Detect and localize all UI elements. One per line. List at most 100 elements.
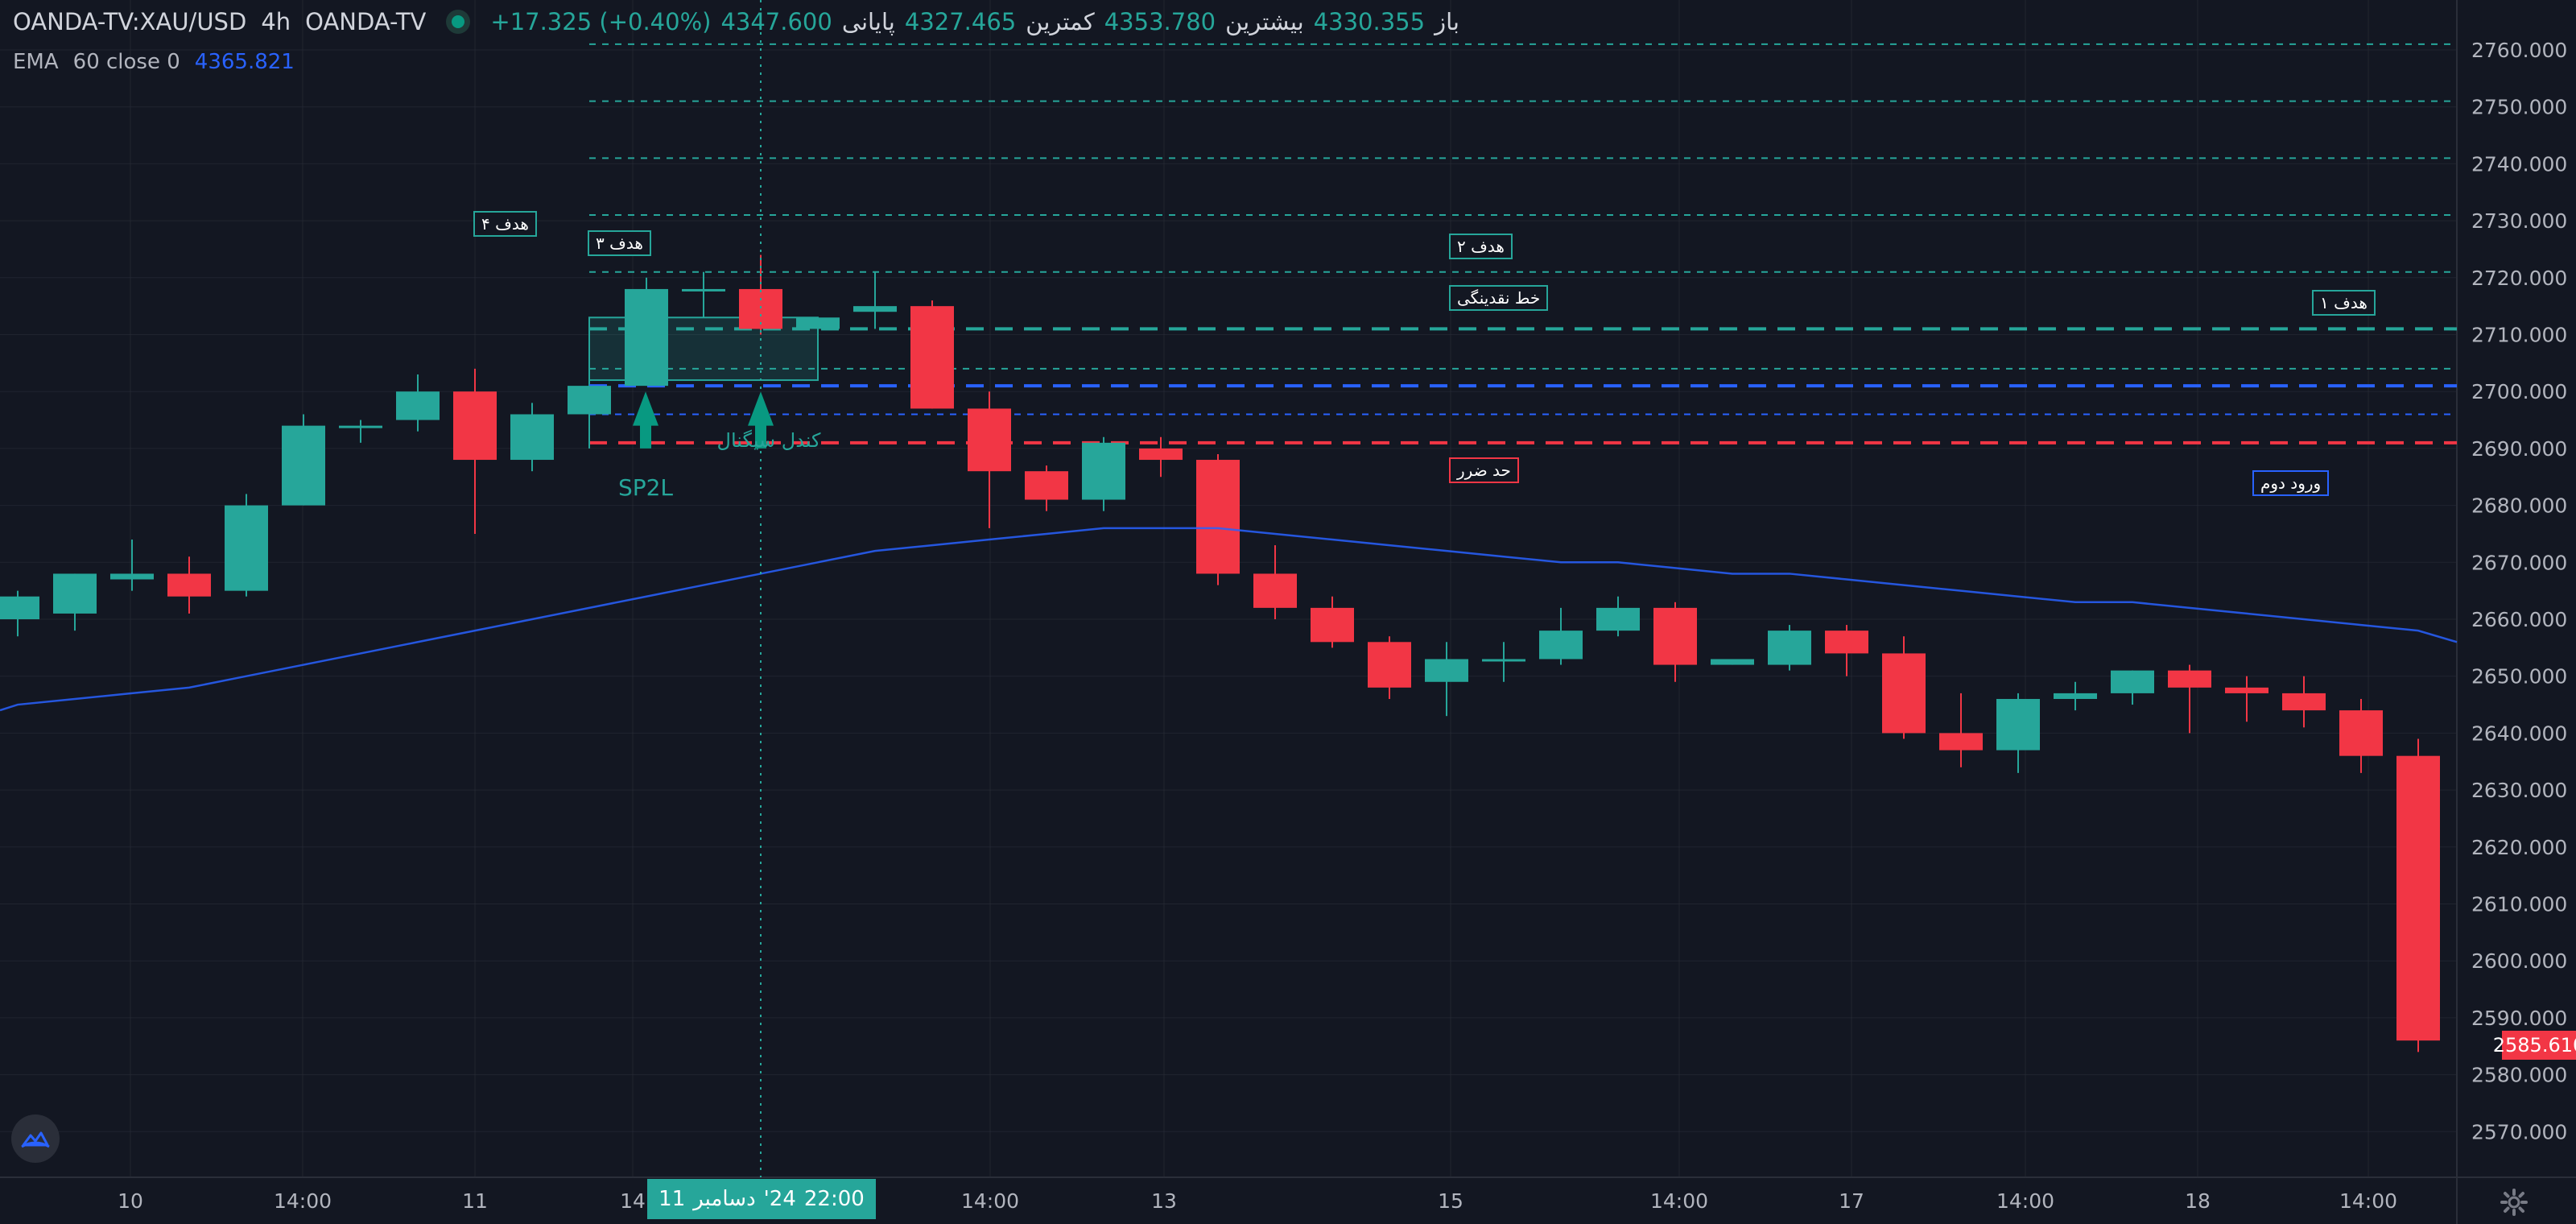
high-value: 4353.780 [1104, 8, 1216, 35]
price-tick-label: 2680.000 [2471, 494, 2567, 518]
price-tick-label: 2730.000 [2471, 209, 2567, 233]
time-tick-label: 14 [620, 1189, 646, 1213]
crosshair-year: '24 [763, 1187, 796, 1211]
ema-name: EMA [13, 50, 59, 74]
high-label: بیشترین [1225, 8, 1304, 35]
candle-bearish[interactable] [453, 391, 497, 461]
candle-bearish[interactable] [1882, 653, 1926, 734]
target-2-label[interactable]: هدف ۲ [1449, 234, 1513, 259]
price-tick-label: 2750.000 [2471, 96, 2567, 119]
sp2l-label: SP2L [618, 474, 673, 501]
price-tick-label: 2640.000 [2471, 722, 2567, 745]
candle-bearish[interactable] [2339, 710, 2383, 756]
signal-arrow-up-icon [748, 391, 774, 449]
candle-bullish[interactable] [568, 386, 611, 415]
candle-bearish[interactable] [2168, 670, 2211, 688]
candle-bullish[interactable] [225, 505, 268, 591]
price-tick-label: 2720.000 [2471, 267, 2567, 290]
candle-bearish[interactable] [1253, 573, 1297, 608]
open-value: 4330.355 [1313, 8, 1426, 35]
candle-bullish[interactable] [1082, 442, 1125, 500]
candle-bullish[interactable] [2111, 670, 2154, 693]
second-entry-label[interactable]: ورود دوم [2252, 470, 2330, 496]
candle-bullish[interactable] [1596, 607, 1640, 631]
candle-bullish[interactable] [1768, 631, 1811, 665]
candle-bullish[interactable] [510, 414, 554, 461]
time-tick-label: 10 [118, 1189, 143, 1213]
price-tick-label: 2760.000 [2471, 39, 2567, 62]
target-3-label[interactable]: هدف ۳ [588, 230, 651, 256]
candle-bearish[interactable] [2282, 693, 2326, 711]
time-tick-label: 13 [1151, 1189, 1177, 1213]
signal-zone-box[interactable] [588, 316, 819, 382]
stop-loss-label[interactable]: حد ضرر [1449, 457, 1519, 483]
ema-legend[interactable]: EMA 60 close 0 4365.821 [13, 50, 295, 74]
crosshair-day: 11 [658, 1187, 686, 1211]
candle-bullish[interactable] [1482, 659, 1525, 662]
candle-bullish[interactable] [625, 288, 668, 387]
candle-bullish[interactable] [853, 306, 897, 312]
candle-bullish[interactable] [396, 391, 440, 420]
price-tick-label: 2590.000 [2471, 1007, 2567, 1030]
price-tick-label: 2620.000 [2471, 836, 2567, 859]
open-label: باز [1435, 8, 1459, 35]
symbol-name[interactable]: OANDA-TV:XAU/USD [13, 8, 247, 35]
data-source: OANDA-TV [305, 8, 427, 35]
crosshair-time: 22:00 [803, 1187, 865, 1211]
price-tick-label: 2650.000 [2471, 665, 2567, 688]
crosshair-time-badge: 11 دسامبر '24 22:00 [647, 1179, 876, 1219]
time-tick-label: 14:00 [1650, 1189, 1708, 1213]
low-label: کمترین [1026, 8, 1095, 35]
candle-bearish[interactable] [1939, 733, 1983, 751]
candle-bearish[interactable] [1025, 471, 1068, 500]
cloud-icon [21, 1131, 50, 1148]
candle-bullish[interactable] [0, 596, 39, 619]
candle-bullish[interactable] [796, 317, 840, 329]
liquidity-line-label[interactable]: خط نقدینگی [1449, 285, 1549, 311]
candle-bullish[interactable] [282, 425, 325, 506]
symbol-header: OANDA-TV:XAU/USD 4h OANDA-TV باز 4330.35… [13, 8, 1459, 35]
target-1-label[interactable]: هدف ۱ [2312, 290, 2376, 316]
crosshair-month: دسامبر [693, 1187, 756, 1211]
candle-bearish[interactable] [1825, 631, 1868, 654]
candle-bearish[interactable] [1311, 607, 1354, 643]
target-4-label[interactable]: هدف ۴ [473, 211, 537, 237]
price-tick-label: 2610.000 [2471, 893, 2567, 916]
candle-bullish[interactable] [1539, 631, 1583, 660]
candle-bearish[interactable] [1196, 460, 1240, 574]
price-tick-label: 2580.000 [2471, 1064, 2567, 1087]
candle-bearish[interactable] [1368, 642, 1411, 688]
signal-candle-label: کندل سیگنال [717, 429, 822, 452]
candle-bullish[interactable] [1711, 659, 1754, 665]
interval-label[interactable]: 4h [261, 8, 291, 35]
candle-bearish[interactable] [1653, 607, 1697, 665]
candle-bearish[interactable] [167, 573, 211, 597]
candle-bullish[interactable] [1425, 659, 1468, 682]
close-value: 4347.600 [720, 8, 832, 35]
market-status-icon [452, 15, 465, 28]
candle-bearish[interactable] [910, 306, 954, 409]
price-tick-label: 2710.000 [2471, 324, 2567, 347]
ema-line[interactable] [0, 527, 2458, 712]
candle-bullish[interactable] [339, 425, 382, 428]
time-tick-label: 11 [462, 1189, 488, 1213]
time-tick-label: 15 [1438, 1189, 1463, 1213]
price-tick-label: 2630.000 [2471, 779, 2567, 802]
ema-params: 60 close 0 [72, 50, 180, 74]
ema-value: 4365.821 [194, 50, 295, 74]
price-tick-label: 2670.000 [2471, 551, 2567, 574]
signal-arrow-up-icon [633, 391, 658, 449]
candle-bullish[interactable] [2054, 693, 2097, 699]
price-tick-label: 2570.000 [2471, 1120, 2567, 1143]
candle-bullish[interactable] [110, 573, 154, 580]
candle-bearish[interactable] [1139, 448, 1183, 461]
candle-bearish[interactable] [968, 408, 1011, 472]
candle-bearish[interactable] [2396, 755, 2440, 1041]
tradingview-logo-icon[interactable] [11, 1114, 60, 1163]
candle-bullish[interactable] [682, 288, 725, 292]
settings-gear-icon[interactable] [2500, 1189, 2528, 1216]
candle-bullish[interactable] [1996, 698, 2040, 751]
candle-bearish[interactable] [2225, 687, 2268, 693]
candle-bullish[interactable] [53, 573, 97, 614]
